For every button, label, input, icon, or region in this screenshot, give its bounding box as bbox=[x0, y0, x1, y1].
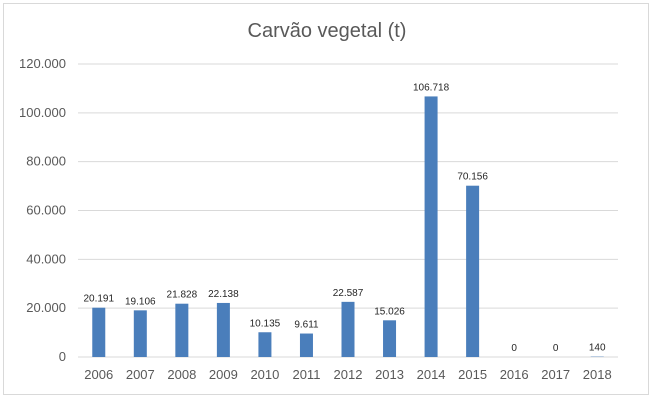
data-label: 22.587 bbox=[333, 288, 364, 299]
chart-frame: Carvão vegetal (t) bbox=[3, 3, 649, 395]
bar bbox=[299, 333, 313, 357]
x-tick-label: 2008 bbox=[167, 367, 196, 382]
bar bbox=[424, 96, 438, 358]
bar bbox=[383, 320, 397, 357]
x-tick-label: 2012 bbox=[334, 367, 363, 382]
x-tick-label: 2007 bbox=[126, 367, 155, 382]
x-tick-label: 2010 bbox=[250, 367, 279, 382]
x-tick-label: 2016 bbox=[500, 367, 529, 382]
x-tick-label: 2015 bbox=[458, 367, 487, 382]
y-tick-label: 40.000 bbox=[26, 251, 66, 266]
data-label: 19.106 bbox=[125, 296, 156, 307]
y-tick-label: 20.000 bbox=[26, 300, 66, 315]
x-tick-label: 2006 bbox=[84, 367, 113, 382]
x-tick-label: 2018 bbox=[583, 367, 612, 382]
chart-title: Carvão vegetal (t) bbox=[247, 20, 407, 42]
data-label: 0 bbox=[511, 343, 517, 354]
bar bbox=[466, 185, 480, 357]
x-tick-label: 2017 bbox=[541, 367, 570, 382]
x-tick-label: 2013 bbox=[375, 367, 404, 382]
x-tick-label: 2009 bbox=[209, 367, 238, 382]
data-label: 15.026 bbox=[374, 306, 405, 317]
data-label: 140 bbox=[589, 343, 606, 354]
bar bbox=[216, 302, 230, 357]
data-label: 70.156 bbox=[457, 172, 488, 183]
data-label: 20.191 bbox=[83, 294, 114, 305]
bar bbox=[341, 301, 355, 357]
y-tick-label: 100.000 bbox=[19, 105, 66, 120]
x-tick-label: 2011 bbox=[292, 367, 320, 382]
data-label: 22.138 bbox=[208, 289, 239, 300]
y-tick-label: 60.000 bbox=[26, 203, 66, 218]
data-label: 21.828 bbox=[167, 290, 198, 301]
bar bbox=[175, 303, 189, 357]
x-tick-label: 2014 bbox=[417, 367, 446, 382]
y-tick-label: 0 bbox=[59, 349, 66, 364]
y-tick-label: 80.000 bbox=[26, 154, 66, 169]
y-tick-label: 120.000 bbox=[19, 56, 66, 71]
data-label: 0 bbox=[553, 343, 559, 354]
bar bbox=[258, 332, 272, 357]
data-label: 10.135 bbox=[250, 318, 281, 329]
bar bbox=[92, 307, 106, 357]
data-label: 9.611 bbox=[294, 320, 319, 331]
data-label: 106.718 bbox=[413, 82, 450, 93]
bar bbox=[133, 310, 147, 357]
